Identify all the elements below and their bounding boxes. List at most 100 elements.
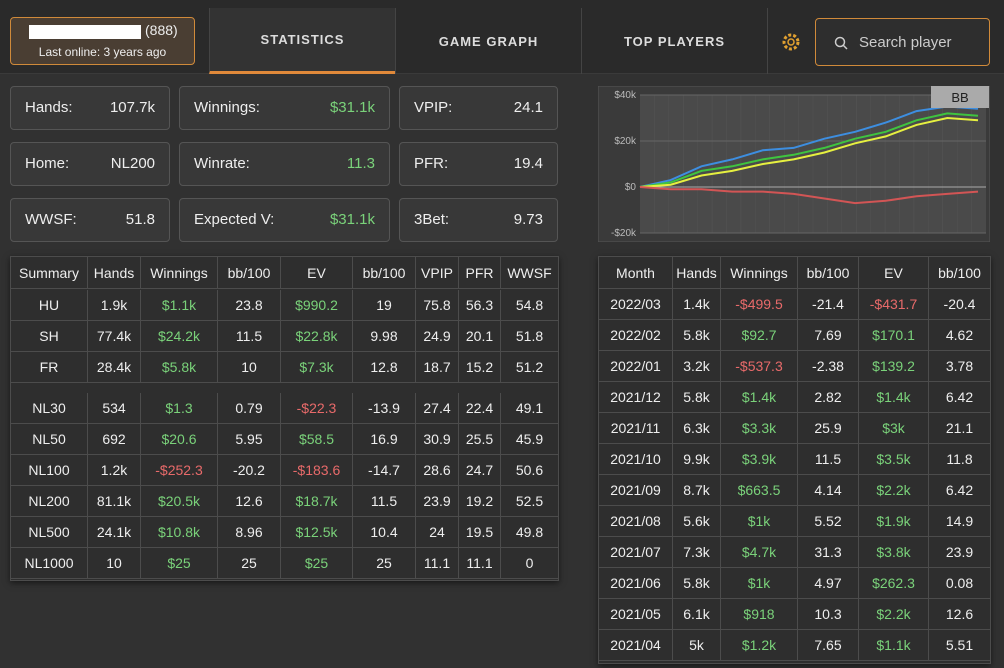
table-cell: 1.2k	[88, 455, 141, 486]
table-cell: -$431.7	[859, 289, 929, 320]
table-cell: SH	[11, 321, 88, 352]
table-cell: $1.2k	[721, 630, 798, 661]
mini-graph: $40k $20k $0 -$20k BB	[598, 86, 990, 242]
table-cell: $1k	[721, 568, 798, 599]
table-cell: 1.9k	[88, 290, 141, 321]
table-cell: 0.79	[218, 393, 281, 424]
table-cell: 2021/09	[599, 475, 673, 506]
stat-label: Expected V:	[194, 211, 275, 228]
table-cell: 24.9	[416, 321, 459, 352]
table-cell: -21.4	[798, 289, 859, 320]
y-tick-label: $40k	[614, 90, 637, 101]
table-cell: 10.3	[798, 599, 859, 630]
header-cell: bb/100	[929, 257, 991, 289]
table-cell: 77.4k	[88, 321, 141, 352]
table-cell: $3.9k	[721, 444, 798, 475]
stat-card: 3Bet: 9.73	[399, 198, 558, 242]
stat-value: 11.3	[346, 155, 375, 172]
table-cell: 19.5	[459, 517, 501, 548]
table-cell: $1.9k	[859, 506, 929, 537]
tab[interactable]: TOP PLAYERS	[581, 8, 768, 74]
table-cell: 51.8	[501, 321, 559, 352]
table-cell: 27.4	[416, 393, 459, 424]
search-box[interactable]: Search player	[815, 18, 990, 66]
table-cell: $12.5k	[281, 517, 353, 548]
table-cell: 6.42	[929, 382, 991, 413]
tab[interactable]: GAME GRAPH	[395, 8, 581, 74]
stat-value: NL200	[110, 155, 155, 172]
stat-card: Hands: 107.7k	[10, 86, 170, 130]
table-cell: $7.3k	[281, 352, 353, 383]
header-cell: VPIP	[416, 257, 459, 289]
table-cell: 51.2	[501, 352, 559, 383]
table-cell: -$537.3	[721, 351, 798, 382]
settings-icon[interactable]	[780, 31, 802, 53]
table-cell: 2022/03	[599, 289, 673, 320]
stat-card: PFR: 19.4	[399, 142, 558, 186]
table-cell: 10	[218, 352, 281, 383]
stat-label: Home:	[25, 155, 70, 172]
monthly-table: Month Hands Winnings bb/100 EV bb/100 2022/03 1…	[598, 256, 991, 664]
table-cell: 28.6	[416, 455, 459, 486]
table-cell: 9.98	[353, 321, 416, 352]
table-cell: -$22.3	[281, 393, 353, 424]
stat-label: VPIP:	[414, 99, 453, 116]
table-cell: NL500	[11, 517, 88, 548]
table-cell: NL100	[11, 455, 88, 486]
table-cell: 11.5	[218, 321, 281, 352]
table-cell: $24.2k	[141, 321, 218, 352]
header-cell: WWSF	[501, 257, 559, 289]
header-cell: Hands	[673, 257, 721, 289]
header-cell: Summary	[11, 257, 88, 289]
stat-value: $31.1k	[329, 99, 375, 116]
table-cell: 7.65	[798, 630, 859, 661]
table-cell: 5.8k	[673, 382, 721, 413]
table-cell: 8.96	[218, 517, 281, 548]
table-cell: 15.2	[459, 352, 501, 383]
table-cell: 16.9	[353, 424, 416, 455]
table-cell: 534	[88, 393, 141, 424]
table-cell: 14.9	[929, 506, 991, 537]
table-cell: 81.1k	[88, 486, 141, 517]
table-cell: 12.8	[353, 352, 416, 383]
profile-box[interactable]: (888) Last online: 3 years ago	[10, 17, 195, 65]
table-cell: -20.4	[929, 289, 991, 320]
table-cell: NL1000	[11, 548, 88, 579]
table-cell: 2021/11	[599, 413, 673, 444]
table-cell: 25.5	[459, 424, 501, 455]
table-cell: $20.6	[141, 424, 218, 455]
header-cell: Month	[599, 257, 673, 289]
table-cell: 7.3k	[673, 537, 721, 568]
table-cell: 7.69	[798, 320, 859, 351]
table-cell: 11.8	[929, 444, 991, 475]
table-cell: 2022/02	[599, 320, 673, 351]
stat-label: Winnings:	[194, 99, 260, 116]
search-placeholder: Search player	[859, 34, 952, 51]
table-cell: 6.3k	[673, 413, 721, 444]
search-icon	[834, 36, 848, 50]
table-cell: 5.8k	[673, 320, 721, 351]
table-cell: 10.4	[353, 517, 416, 548]
table-cell: 25.9	[798, 413, 859, 444]
table-cell: $1.1k	[859, 630, 929, 661]
stat-value: 107.7k	[109, 99, 155, 116]
table-cell: $1k	[721, 506, 798, 537]
table-cell: HU	[11, 290, 88, 321]
table-cell: -14.7	[353, 455, 416, 486]
table-cell: 2021/07	[599, 537, 673, 568]
table-cell: 11.5	[798, 444, 859, 475]
stat-label: WWSF:	[25, 211, 77, 228]
table-cell: 52.5	[501, 486, 559, 517]
table-cell: 5.95	[218, 424, 281, 455]
table-cell: $663.5	[721, 475, 798, 506]
table-cell: 692	[88, 424, 141, 455]
header-cell: Winnings	[141, 257, 218, 289]
stat-label: 3Bet:	[414, 211, 450, 228]
table-cell: 2021/05	[599, 599, 673, 630]
table-cell: $1.3	[141, 393, 218, 424]
table-cell: 18.7	[416, 352, 459, 383]
tab[interactable]: STATISTICS	[209, 8, 395, 74]
table-cell: 5.52	[798, 506, 859, 537]
summary-table: Summary Hands Winnings bb/100 EV bb/100 VPIP PF…	[10, 256, 559, 581]
